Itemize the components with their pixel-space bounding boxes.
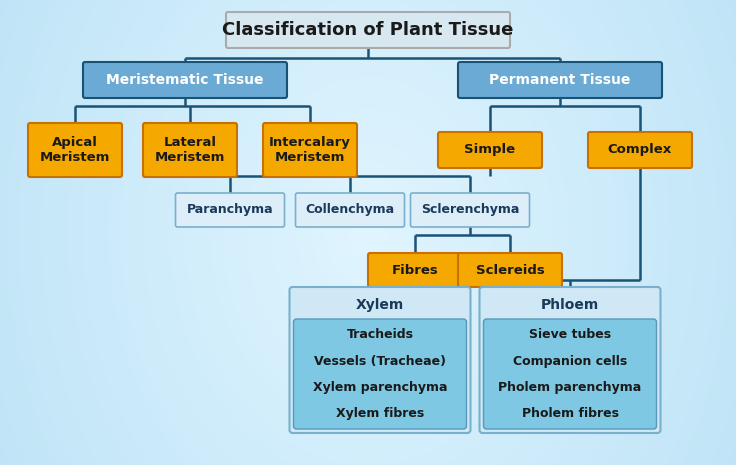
Text: Tracheids: Tracheids bbox=[347, 328, 414, 341]
Text: Lateral
Meristem: Lateral Meristem bbox=[155, 136, 225, 164]
FancyBboxPatch shape bbox=[294, 319, 467, 429]
FancyBboxPatch shape bbox=[458, 62, 662, 98]
FancyBboxPatch shape bbox=[289, 287, 470, 433]
FancyBboxPatch shape bbox=[438, 132, 542, 168]
FancyBboxPatch shape bbox=[295, 193, 405, 227]
FancyBboxPatch shape bbox=[479, 287, 660, 433]
Text: Sclerenchyma: Sclerenchyma bbox=[421, 204, 519, 217]
Text: Phloem: Phloem bbox=[541, 298, 599, 312]
Text: Sieve tubes: Sieve tubes bbox=[529, 328, 611, 341]
FancyBboxPatch shape bbox=[458, 253, 562, 287]
FancyBboxPatch shape bbox=[368, 253, 462, 287]
FancyBboxPatch shape bbox=[175, 193, 285, 227]
Text: Xylem parenchyma: Xylem parenchyma bbox=[313, 380, 447, 393]
Text: Xylem fibres: Xylem fibres bbox=[336, 406, 424, 419]
Text: Classification of Plant Tissue: Classification of Plant Tissue bbox=[222, 21, 514, 39]
Text: Permanent Tissue: Permanent Tissue bbox=[489, 73, 631, 87]
Text: Fibres: Fibres bbox=[392, 264, 439, 277]
Text: Intercalary
Meristem: Intercalary Meristem bbox=[269, 136, 351, 164]
Text: Collenchyma: Collenchyma bbox=[305, 204, 394, 217]
FancyBboxPatch shape bbox=[83, 62, 287, 98]
FancyBboxPatch shape bbox=[143, 123, 237, 177]
Text: Vessels (Tracheae): Vessels (Tracheae) bbox=[314, 354, 446, 367]
Text: Paranchyma: Paranchyma bbox=[187, 204, 273, 217]
Text: Pholem parenchyma: Pholem parenchyma bbox=[498, 380, 642, 393]
Text: Pholem fibres: Pholem fibres bbox=[522, 406, 618, 419]
Text: Sclereids: Sclereids bbox=[475, 264, 545, 277]
FancyBboxPatch shape bbox=[411, 193, 529, 227]
FancyBboxPatch shape bbox=[28, 123, 122, 177]
Text: Companion cells: Companion cells bbox=[513, 354, 627, 367]
Text: Meristematic Tissue: Meristematic Tissue bbox=[106, 73, 263, 87]
Text: Complex: Complex bbox=[608, 144, 672, 157]
FancyBboxPatch shape bbox=[226, 12, 510, 48]
Text: Xylem: Xylem bbox=[356, 298, 404, 312]
FancyBboxPatch shape bbox=[484, 319, 657, 429]
Text: Simple: Simple bbox=[464, 144, 515, 157]
FancyBboxPatch shape bbox=[263, 123, 357, 177]
Text: Apical
Meristem: Apical Meristem bbox=[40, 136, 110, 164]
FancyBboxPatch shape bbox=[588, 132, 692, 168]
